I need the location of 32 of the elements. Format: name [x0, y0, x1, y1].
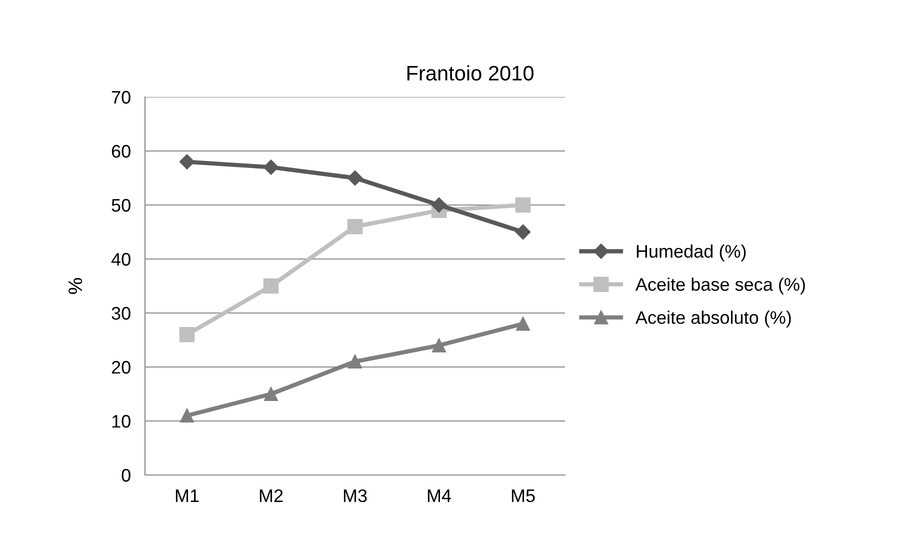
y-tick-label: 10 — [112, 414, 130, 428]
point — [515, 197, 531, 213]
point — [347, 218, 363, 234]
y-tick-label: 0 — [122, 468, 130, 482]
legend-label: Aceite absoluto (%) — [635, 310, 791, 328]
chart-title: Frantoio 2010 — [407, 65, 534, 81]
y-tick-label: 40 — [111, 252, 130, 266]
point — [516, 316, 530, 331]
y-tick-label: 20 — [112, 360, 130, 374]
y-tick-label: 60 — [112, 144, 130, 158]
point — [263, 160, 279, 175]
point — [263, 278, 279, 294]
y-tick-label: 70 — [112, 90, 130, 104]
point — [347, 170, 363, 186]
x-tick-label: M5 — [512, 490, 535, 502]
point — [432, 338, 446, 352]
point — [180, 408, 194, 423]
point — [515, 224, 531, 240]
point — [264, 387, 278, 401]
point — [348, 354, 362, 369]
legend-label: Humedad (%) — [636, 244, 746, 262]
y-tick-label: 50 — [112, 198, 130, 212]
x-tick-label: M1 — [176, 490, 199, 502]
y-tick-label: 30 — [112, 306, 130, 320]
x-tick-label: M4 — [428, 490, 452, 502]
point — [179, 154, 195, 170]
legend-label: Aceite base seca (%) — [635, 278, 805, 294]
point — [431, 197, 447, 213]
x-tick-label: M3 — [344, 489, 367, 502]
x-tick-label: M2 — [260, 489, 283, 502]
point — [179, 326, 195, 342]
y-axis-title: % — [68, 278, 82, 294]
